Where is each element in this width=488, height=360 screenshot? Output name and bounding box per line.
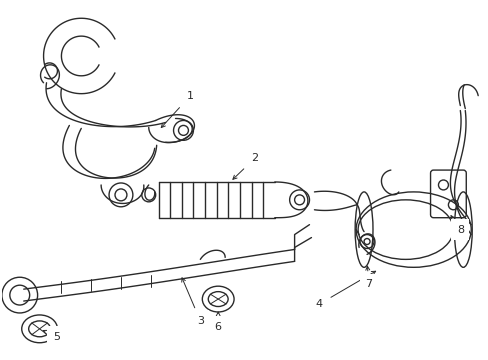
Text: 5: 5 (43, 330, 60, 342)
Text: 2: 2 (232, 153, 258, 179)
Text: 8: 8 (450, 216, 463, 235)
Text: 7: 7 (365, 266, 372, 289)
Text: 4: 4 (315, 271, 375, 309)
Text: 1: 1 (161, 91, 194, 127)
Text: 3: 3 (182, 278, 203, 326)
Text: 6: 6 (214, 312, 221, 332)
